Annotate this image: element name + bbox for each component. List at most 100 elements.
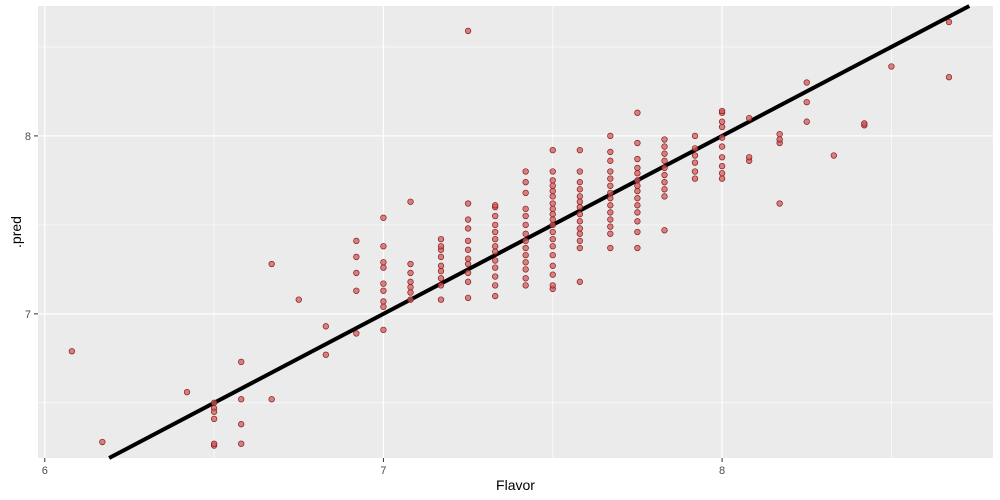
data-point (464, 237, 472, 245)
data-point (268, 396, 275, 403)
data-point (661, 157, 668, 164)
data-point (353, 269, 360, 277)
data-point (380, 264, 387, 271)
data-point (549, 182, 556, 189)
data-point (776, 136, 783, 143)
data-point (492, 212, 499, 220)
data-point (437, 267, 445, 275)
data-point (888, 63, 895, 70)
x-tick-label: 7 (380, 465, 386, 477)
data-point (353, 287, 360, 294)
data-point (522, 168, 529, 175)
data-point (522, 212, 529, 220)
data-point (380, 303, 387, 310)
data-point (634, 244, 641, 252)
data-point (634, 209, 641, 216)
data-point (549, 168, 556, 175)
data-point (803, 79, 810, 86)
data-point (210, 408, 218, 415)
data-point (607, 168, 614, 175)
data-point (718, 118, 726, 125)
data-point (549, 271, 556, 278)
data-point (492, 243, 499, 250)
data-point (380, 214, 387, 221)
data-point (830, 152, 837, 159)
data-point (661, 143, 668, 150)
data-point (522, 266, 529, 273)
data-point (549, 211, 556, 218)
data-point (322, 351, 330, 358)
panel-background (38, 6, 993, 458)
data-point (691, 145, 699, 152)
data-point (210, 440, 218, 447)
data-point (437, 243, 445, 250)
data-point (492, 248, 499, 255)
data-point (718, 107, 726, 115)
plot-panel (38, 6, 993, 458)
data-point (464, 278, 472, 285)
data-point (576, 203, 583, 211)
data-point (549, 177, 556, 184)
data-point (718, 170, 726, 177)
data-point (380, 298, 387, 305)
data-point (634, 155, 641, 163)
data-point (549, 251, 556, 259)
data-point (576, 237, 583, 245)
data-point (380, 326, 387, 334)
data-point (522, 259, 529, 266)
data-point (634, 195, 641, 202)
data-point (576, 278, 583, 285)
data-point (492, 264, 499, 271)
data-point (210, 415, 218, 423)
data-point (407, 260, 414, 268)
data-point (549, 200, 556, 207)
data-point (634, 202, 641, 209)
data-point (776, 200, 783, 207)
data-point (183, 389, 191, 396)
data-point (380, 243, 387, 250)
data-point (607, 244, 614, 252)
data-point (238, 421, 245, 428)
x-axis-title: Flavor (496, 477, 535, 493)
y-tick-label: 7 (25, 309, 31, 321)
data-point (718, 163, 726, 170)
x-tick-label: 6 (42, 465, 48, 477)
data-point (861, 120, 868, 127)
data-point (522, 282, 529, 289)
data-point (492, 235, 499, 243)
data-point (661, 193, 668, 200)
data-point (464, 225, 472, 232)
data-point (576, 244, 583, 252)
data-point (522, 205, 529, 213)
data-point (492, 257, 499, 264)
y-axis-title: .pred (8, 216, 24, 248)
data-point (522, 251, 529, 259)
data-point (634, 228, 641, 236)
data-point (718, 175, 726, 182)
data-point (661, 136, 668, 143)
data-point (437, 282, 445, 289)
data-point (718, 154, 726, 161)
data-point (407, 278, 414, 285)
data-point (634, 218, 641, 225)
data-point (464, 269, 472, 277)
data-point (634, 164, 641, 172)
data-point (380, 287, 387, 294)
data-point (522, 189, 529, 197)
data-point (607, 132, 614, 140)
data-point (353, 330, 360, 337)
data-point (576, 218, 583, 225)
data-point (492, 202, 499, 209)
data-point (661, 150, 668, 157)
data-point (634, 170, 641, 177)
data-point (549, 205, 556, 213)
data-point (607, 202, 614, 209)
data-point (746, 154, 753, 161)
data-point (492, 221, 499, 229)
data-point (549, 282, 556, 289)
data-point (380, 280, 387, 287)
axes: 6 7 8 7 8 (25, 131, 725, 477)
data-point (576, 186, 583, 193)
grid-lines (38, 6, 993, 458)
